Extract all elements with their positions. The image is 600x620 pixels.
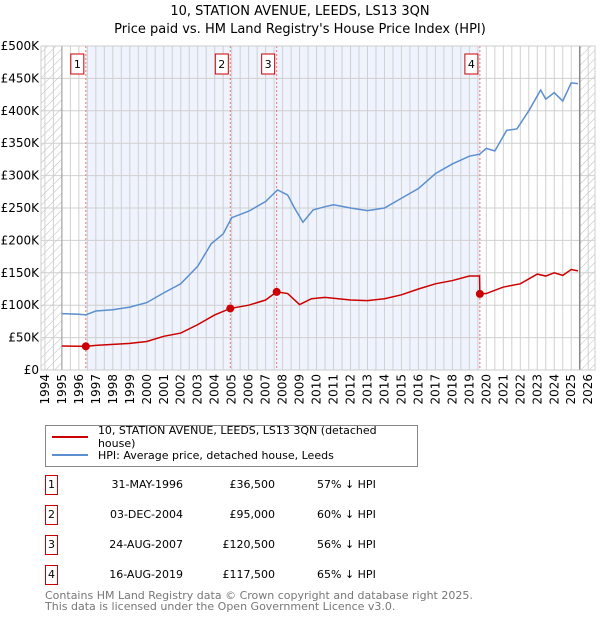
plot-area: £0 £50K £100K £150K £200K £250K £300K £350K £400…	[1, 39, 596, 405]
x-tick-label: 2012	[344, 374, 358, 405]
x-tick-label: 2025	[564, 374, 578, 405]
legend-label: HPI: Average price, detached house, Leed…	[98, 448, 334, 462]
sale-label-box	[261, 53, 276, 75]
x-tick-label: 2016	[411, 374, 425, 405]
x-tick-label: 2013	[360, 374, 374, 405]
footer-line: Contains HM Land Registry data © Crown c…	[45, 589, 473, 602]
sale-marker-box: 4	[45, 565, 58, 585]
sale-hpi-diff: 60% ↓ HPI	[317, 508, 376, 521]
sale-label-box	[464, 53, 479, 75]
x-tick-label: 2023	[530, 374, 544, 405]
sale-marker-box: 2	[45, 505, 58, 525]
sale-label-box	[214, 53, 229, 75]
legend-label: 10, STATION AVENUE, LEEDS, LS13 3QN (det…	[97, 424, 377, 450]
sale-marker-box: 3	[45, 535, 58, 555]
x-tick-label: 2011	[327, 374, 341, 405]
sale-hpi-diff: 56% ↓ HPI	[317, 538, 376, 551]
x-tick-label: 2020	[479, 374, 493, 405]
sale-row: 3 24-AUG-2007 £120,500 56% ↓ HPI	[45, 535, 445, 555]
sale-price: £95,000	[229, 508, 276, 521]
x-tick-label: 2026	[581, 374, 595, 405]
price-paid-line	[61, 268, 579, 348]
y-tick-label: £500K	[1, 39, 41, 53]
sale-hpi-diff: 65% ↓ HPI	[317, 568, 376, 581]
sale-point	[81, 342, 90, 351]
legend-item-hpi: HPI: Average price, detached house, Leed…	[52, 447, 334, 463]
x-tick-label: 2021	[496, 374, 510, 405]
y-tick-label: £0	[24, 363, 39, 377]
x-tick-label: 2010	[310, 374, 324, 405]
legend-swatch-red	[52, 436, 88, 438]
sale-date: 24-AUG-2007	[109, 538, 183, 551]
x-tick-label: 2014	[377, 374, 391, 405]
y-tick-label: £300K	[1, 169, 41, 183]
sale-price: £36,500	[229, 478, 276, 491]
x-tick-label: 2003	[191, 374, 205, 405]
sale-date: 03-DEC-2004	[109, 508, 183, 521]
sale-label: 1	[74, 58, 81, 71]
sale-row: 1 31-MAY-1996 £36,500 57% ↓ HPI	[45, 475, 445, 495]
x-tick-label: 2000	[140, 374, 154, 405]
footer: Contains HM Land Registry data © Crown c…	[45, 590, 473, 612]
sale-price: £117,500	[222, 568, 276, 581]
sale-label-box	[70, 53, 85, 75]
x-tick-label: 1999	[123, 374, 137, 405]
legend: 10, STATION AVENUE, LEEDS, LS13 3QN (det…	[45, 424, 418, 467]
x-tick-label: 2024	[547, 374, 561, 405]
legend-swatch-blue	[52, 454, 88, 456]
x-tick-label: 1997	[89, 374, 103, 405]
x-tick-label: 2001	[157, 374, 171, 405]
y-tick-label: £250K	[1, 201, 41, 215]
y-tick-label: £150K	[1, 266, 41, 280]
sale-point	[226, 304, 235, 313]
sale-hpi-diff: 57% ↓ HPI	[317, 478, 376, 491]
x-tick-label: 2009	[293, 374, 307, 405]
x-tick-label: 2005	[225, 374, 239, 405]
plot-border	[40, 45, 596, 371]
x-tick-label: 2018	[445, 374, 459, 405]
sale-date: 16-AUG-2019	[109, 568, 183, 581]
sale-price: £120,500	[222, 538, 276, 551]
y-tick-label: £350K	[1, 136, 41, 150]
sale-label: 4	[468, 58, 475, 71]
footer-line: This data is licensed under the Open Gov…	[45, 600, 396, 613]
sale-point	[475, 289, 484, 298]
y-tick-label: £200K	[1, 233, 41, 247]
x-tick-label: 2007	[259, 374, 273, 405]
x-tick-label: 2017	[428, 374, 442, 405]
sale-label: 3	[265, 58, 272, 71]
x-tick-label: 2015	[394, 374, 408, 405]
x-tick-label: 1994	[38, 374, 52, 405]
x-tick-label: 1996	[72, 374, 86, 405]
x-tick-label: 2019	[462, 374, 476, 405]
x-tick-label: 2002	[174, 374, 188, 405]
x-tick-label: 2004	[208, 374, 222, 405]
y-tick-label: £50K	[8, 331, 40, 345]
sale-row: 4 16-AUG-2019 £117,500 65% ↓ HPI	[45, 565, 445, 585]
y-tick-label: £400K	[1, 104, 41, 118]
x-tick-label: 2008	[276, 374, 290, 405]
sale-label: 2	[218, 58, 225, 71]
y-tick-label: £450K	[1, 71, 41, 85]
x-tick-label: 2022	[513, 374, 527, 405]
hpi-line	[61, 82, 579, 316]
x-tick-label: 2006	[242, 374, 256, 405]
sale-point	[272, 287, 281, 296]
x-tick-label: 1998	[106, 374, 120, 405]
chart-subtitle: Price paid vs. HM Land Registry's House …	[114, 22, 486, 37]
sale-date: 31-MAY-1996	[111, 478, 183, 491]
chart-title: 10, STATION AVENUE, LEEDS, LS13 3QN	[170, 4, 430, 19]
legend-item-property: 10, STATION AVENUE, LEEDS, LS13 3QN (det…	[52, 424, 417, 450]
sale-marker-box: 1	[45, 475, 58, 495]
y-tick-label: £100K	[1, 298, 41, 312]
sale-row: 2 03-DEC-2004 £95,000 60% ↓ HPI	[45, 505, 445, 525]
x-tick-label: 1995	[55, 374, 69, 405]
